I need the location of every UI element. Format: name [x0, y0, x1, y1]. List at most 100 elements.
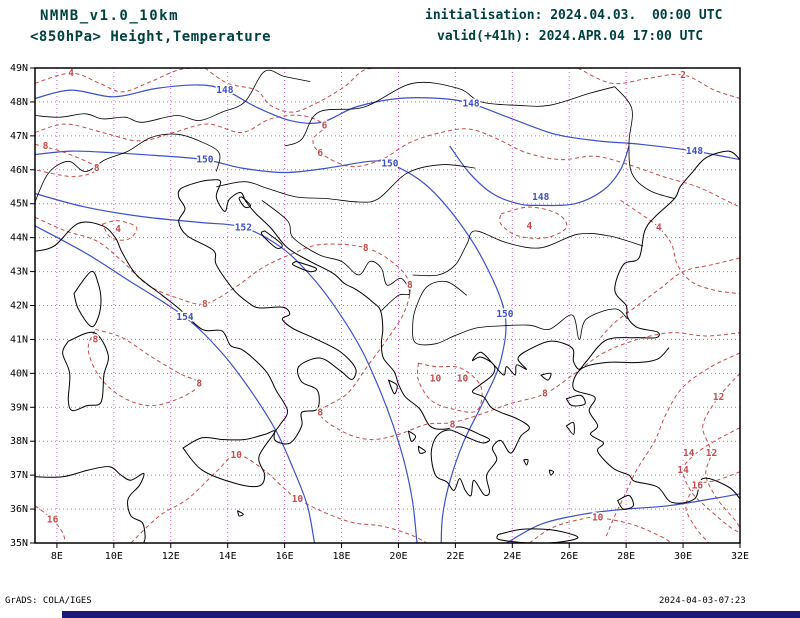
- country-border-path: [412, 230, 644, 277]
- lat-axis-label: 49N: [10, 63, 28, 74]
- coastline-path: [565, 394, 586, 407]
- lat-axis-label: 43N: [10, 267, 28, 278]
- lat-axis-label: 35N: [10, 538, 28, 549]
- coastline-path: [540, 372, 552, 381]
- coastline-path: [35, 466, 146, 543]
- temperature-contour-label: 16: [47, 514, 59, 525]
- temperature-contour-label: 10: [430, 373, 442, 384]
- temperature-contour-path: [600, 257, 740, 339]
- axis-labels: 49N 48N 47N 46N 45N 44N 43N 42N 41N 40N 39N 38N 37N 3…: [10, 63, 749, 562]
- lat-axis-label: 45N: [10, 199, 28, 210]
- height-contour-label: 148: [462, 99, 479, 110]
- height-contour-path: [35, 84, 740, 161]
- country-border-path: [35, 133, 221, 203]
- lat-axis-label: 46N: [10, 165, 28, 176]
- coastlines: [35, 150, 740, 543]
- height-contour-label: 150: [381, 159, 398, 170]
- temperature-contour-label: 6: [317, 148, 323, 159]
- temperature-contour-label: 8: [43, 141, 49, 152]
- height-contour-label: 154: [176, 312, 193, 323]
- lon-axis-label: 26E: [560, 551, 578, 562]
- temperature-contour-path: [605, 352, 740, 537]
- lon-axis-label: 24E: [503, 551, 521, 562]
- country-border-path: [614, 86, 675, 199]
- temperature-contour-label: 8: [542, 389, 548, 400]
- temperature-contour-path: [620, 199, 740, 295]
- temperature-contour-path: [35, 68, 205, 93]
- bottom-bar: [62, 611, 800, 618]
- temperature-contour-label: 8: [407, 280, 413, 291]
- coastline-path: [617, 494, 634, 510]
- height-contour-label: 150: [496, 309, 513, 320]
- lon-axis-label: 14E: [219, 551, 237, 562]
- coastline-path: [182, 430, 276, 488]
- temperature-contour-path: [101, 220, 138, 241]
- temperature-contour-path: [577, 68, 740, 99]
- height-contour-label: 148: [532, 192, 549, 203]
- temperature-contour-label: 12: [713, 392, 724, 403]
- coastline-path: [73, 270, 102, 328]
- temperature-contour-label: 10: [457, 373, 469, 384]
- temperature-contour-label: 8: [363, 243, 369, 254]
- temperature-contour-path: [35, 143, 98, 178]
- temperature-contour-label: 8: [94, 163, 100, 174]
- height-contour-path: [449, 145, 630, 207]
- lon-axis-label: 8E: [51, 551, 63, 562]
- temperature-contour-path: [702, 373, 740, 528]
- temperature-contour-path: [685, 471, 740, 543]
- coastline-path: [237, 510, 244, 517]
- temperature-contour-path: [35, 216, 740, 441]
- lon-axis-label: 28E: [617, 551, 635, 562]
- temperature-contour-path: [416, 362, 483, 413]
- coastline-path: [292, 260, 318, 273]
- coastline-path: [260, 230, 283, 249]
- height-contour-label: 148: [686, 146, 703, 157]
- lat-axis-label: 44N: [10, 233, 28, 244]
- height-contour-path: [35, 150, 507, 543]
- height-contour-path: [35, 225, 316, 543]
- valid-time: valid(+41h): 2024.APR.04 17:00 UTC: [437, 29, 704, 44]
- lon-axis-label: 16E: [276, 551, 294, 562]
- temperature-contour-label: 2: [680, 70, 686, 81]
- lat-axis-label: 40N: [10, 368, 28, 379]
- temperature-contour-label: 10: [592, 513, 604, 524]
- model-name: NMMB_v1.0_10km: [40, 8, 180, 24]
- creation-timestamp: 2024-04-03-07:23: [659, 596, 746, 606]
- temperature-contour-path: [87, 328, 200, 407]
- coastline-path: [238, 196, 251, 209]
- coastline-path: [496, 528, 579, 543]
- lat-axis-label: 47N: [10, 131, 28, 142]
- temperature-contour-label: 14: [683, 448, 695, 459]
- temperature-contour-path: [682, 427, 740, 534]
- level-variables: <850hPa> Height,Temperature: [30, 29, 272, 45]
- height-contours: [35, 84, 740, 543]
- coastline-path: [523, 459, 529, 466]
- coastline-path: [407, 430, 417, 442]
- temperature-contour-label: 10: [292, 494, 304, 505]
- height-contour-label: 152: [235, 222, 252, 233]
- temperature-contour-label: 8: [202, 299, 208, 310]
- grid-lines: [35, 67, 741, 544]
- lon-axis-label: 18E: [333, 551, 351, 562]
- grads-credit: GrADS: COLA/IGES: [5, 596, 92, 606]
- axis-ticks: [30, 67, 741, 548]
- height-contour-label: 150: [196, 155, 213, 166]
- lat-axis-label: 37N: [10, 470, 28, 481]
- temperature-contour-label: 4: [115, 224, 121, 235]
- coastline-path: [572, 347, 740, 504]
- temperature-contour-path: [529, 516, 672, 543]
- lon-axis-label: 30E: [674, 551, 692, 562]
- lon-axis-label: 12E: [162, 551, 180, 562]
- country-border-path: [35, 69, 311, 123]
- temperature-contour-label: 8: [196, 379, 202, 390]
- temperature-contour-path: [130, 454, 428, 543]
- temperature-contour-label: 12: [706, 448, 717, 459]
- temperature-contour-label: 6: [322, 121, 328, 132]
- lon-axis-label: 20E: [389, 551, 407, 562]
- temperature-contour-label: 8: [92, 334, 98, 345]
- coastline-path: [548, 469, 555, 476]
- coastline-path: [35, 150, 740, 497]
